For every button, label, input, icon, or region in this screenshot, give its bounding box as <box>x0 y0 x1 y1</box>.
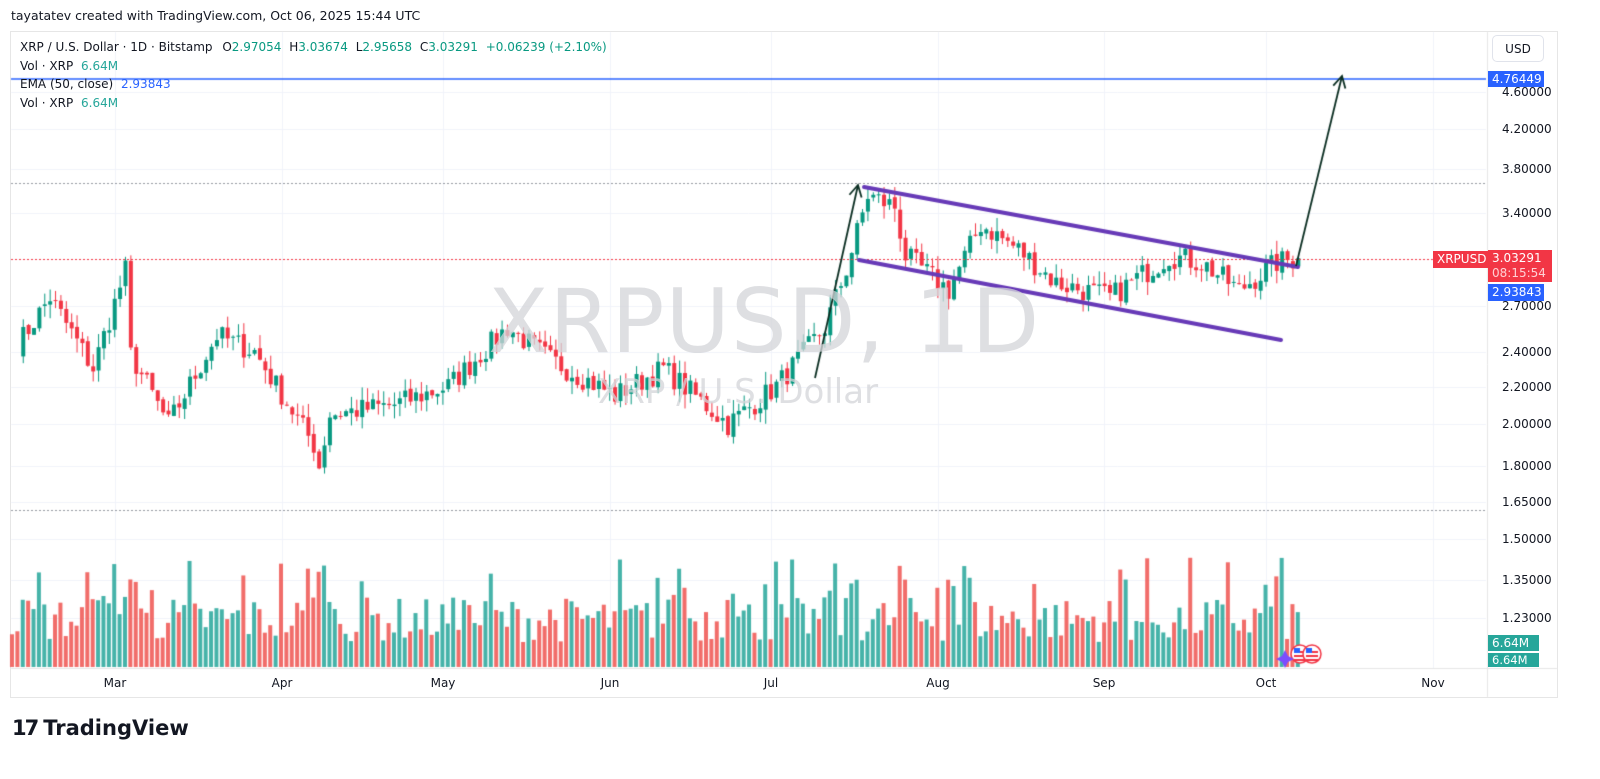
time-axis-label: Nov <box>1421 676 1445 690</box>
volume-pane-label: Vol · XRP <box>20 95 74 110</box>
time-axis-label: Jun <box>600 676 620 690</box>
change-value: +0.06239 (+2.10%) <box>485 40 607 54</box>
high-value: 3.03674 <box>298 40 348 54</box>
last-price-tag: 3.03291 08:15:54 <box>1488 250 1552 282</box>
tradingview-logo[interactable]: 17 TradingView <box>12 716 189 740</box>
price-axis-label: 2.70000 <box>1502 299 1552 313</box>
ema-value: 2.93843 <box>120 77 171 91</box>
volume-pane-row[interactable]: Vol · XRP 6.64M <box>20 94 607 113</box>
chart-legend: XRP / U.S. Dollar · 1D · Bitstamp O2.970… <box>20 38 607 112</box>
currency-button[interactable]: USD <box>1492 35 1544 62</box>
target-price-tag: 4.76449 <box>1488 71 1544 87</box>
volume-row[interactable]: Vol · XRP 6.64M <box>20 57 607 76</box>
close-value: 3.03291 <box>428 40 478 54</box>
price-axis-label: 4.60000 <box>1502 85 1552 99</box>
ema-price-tag: 2.93843 <box>1488 284 1544 301</box>
price-axis-label: 2.40000 <box>1502 345 1552 359</box>
time-axis-label: Mar <box>103 676 127 690</box>
price-axis-label: 1.35000 <box>1502 573 1552 587</box>
time-axis-label: Apr <box>271 676 293 690</box>
open-value: 2.97054 <box>231 40 282 54</box>
low-value: 2.95658 <box>362 40 413 54</box>
low-label: L <box>355 40 363 54</box>
price-axis-label: 1.65000 <box>1502 495 1552 509</box>
price-axis-label: 3.40000 <box>1502 206 1552 220</box>
high-label: H <box>289 40 299 54</box>
ema-label: EMA (50, close) <box>20 77 114 91</box>
time-axis-label: Sep <box>1092 676 1116 690</box>
volume-label: Vol · XRP <box>20 58 74 73</box>
last-price: 3.03291 <box>1492 251 1542 265</box>
volume-pane-value: 6.64M <box>81 95 119 110</box>
volume-value: 6.64M <box>81 58 119 73</box>
tradingview-logo-icon: 17 <box>12 716 39 740</box>
symbol-title[interactable]: XRP / U.S. Dollar · 1D · Bitstamp <box>20 40 213 54</box>
price-axis-label: 1.50000 <box>1502 532 1552 546</box>
open-label: O <box>222 40 232 54</box>
price-axis-label: 1.23000 <box>1502 611 1552 625</box>
tradingview-wordmark: TradingView <box>43 716 189 740</box>
time-axis-label: Jul <box>763 676 779 690</box>
symbol-tag: XRPUSD <box>1433 251 1491 268</box>
volume-tag: 6.64M <box>1488 635 1539 651</box>
time-axis-label: Aug <box>926 676 950 690</box>
price-axis-label: 2.00000 <box>1502 417 1552 431</box>
price-axis-label: 2.20000 <box>1502 380 1552 394</box>
price-axis-label: 1.80000 <box>1502 459 1552 473</box>
time-axis-label: May <box>430 676 456 690</box>
bar-countdown: 08:15:54 <box>1492 266 1546 280</box>
ema-row[interactable]: EMA (50, close) 2.93843 <box>20 75 607 94</box>
price-axis-label: 4.20000 <box>1502 122 1552 136</box>
volume-pane-tag: 6.64M <box>1488 653 1539 667</box>
price-axis-label: 3.80000 <box>1502 162 1552 176</box>
close-label: C <box>419 40 429 54</box>
ohlc-row[interactable]: XRP / U.S. Dollar · 1D · Bitstamp O2.970… <box>20 38 607 57</box>
time-axis-label: Oct <box>1255 676 1277 690</box>
